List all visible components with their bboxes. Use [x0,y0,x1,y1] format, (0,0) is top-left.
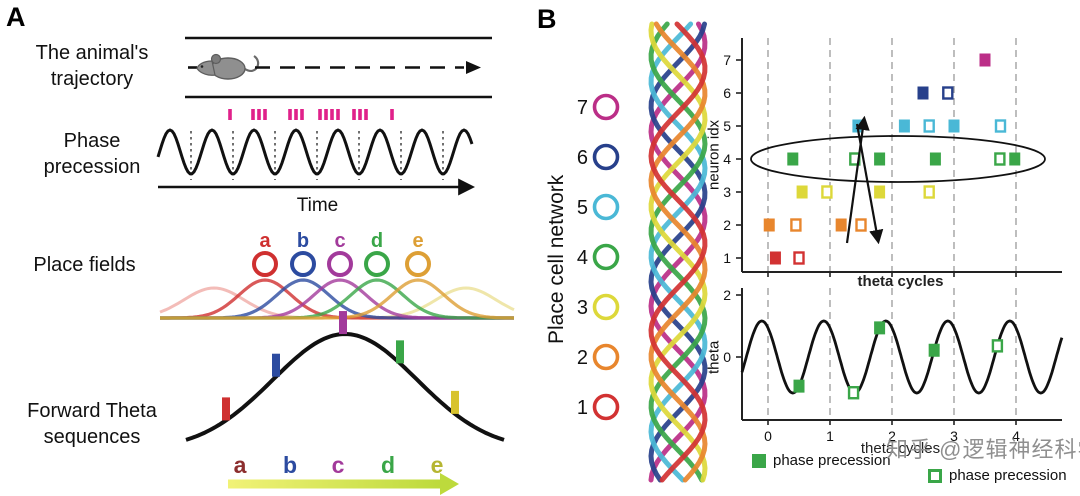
spike-marker-filled [1009,152,1021,166]
theta-axis-label: theta [705,340,723,375]
panel-a-graphics: a b c d e a b c d e [156,36,515,495]
legend-phase-precession-open: phase precession [928,467,1067,484]
panel-a-label: A [6,2,26,32]
legend-phase-precession-filled: phase precession [752,452,891,469]
svg-text:a: a [234,452,247,478]
neuron4-highlight-ellipse [750,135,1046,183]
forward-theta-label: Forward Theta sequences [27,400,157,448]
spike-marker-filled [948,119,960,133]
spike-marker-filled [917,86,929,100]
svg-text:7: 7 [723,52,731,68]
spike-marker-filled [769,251,781,265]
annotation-arrow-up [845,115,870,244]
forward-theta-graphic: a b c d e [185,311,505,495]
svg-text:c: c [334,230,345,252]
place-fields-graphic: a b c d e [159,230,515,320]
sequence-direction-arrow [228,479,440,489]
svg-text:e: e [412,230,423,252]
theta-wave-plot: 2 0 0 1 2 3 4 [723,287,1064,444]
svg-text:5: 5 [723,118,731,134]
watermark: 知乎 @逻辑神经科学 [886,437,1080,462]
spike-marker-open [855,218,867,232]
spike-marker-filled [979,53,991,67]
svg-text:b: b [283,452,297,478]
spike-marker-open [923,119,935,133]
svg-text:3: 3 [723,184,731,200]
svg-text:d: d [371,230,383,252]
svg-text:7: 7 [577,97,588,119]
spike-marker-filled [874,152,886,166]
theta-marker-filled [928,343,940,357]
filled-square-icon [752,453,766,468]
spike-marker-open [793,251,805,265]
open-square-icon [928,468,942,483]
phase-precession-label: Phase precession [43,130,141,178]
svg-text:e: e [431,452,444,478]
theta-marker-open [847,386,860,400]
svg-text:2: 2 [723,217,731,233]
spike-marker-filled [929,152,941,166]
phase-precession-graphic [156,109,476,196]
svg-text:4: 4 [723,151,731,167]
theta-marker-filled [874,321,886,335]
svg-text:d: d [381,452,395,478]
panel-b-label: B [537,4,557,34]
svg-text:6: 6 [723,85,731,101]
legend-label-filled: phase precession [773,452,891,469]
annotation-arrow-down [855,123,884,245]
spike-marker-filled [787,152,799,166]
svg-text:6: 6 [577,147,588,169]
svg-text:0: 0 [723,349,731,365]
svg-text:4: 4 [1012,428,1020,444]
svg-text:3: 3 [577,297,588,319]
svg-text:2: 2 [577,347,588,369]
svg-text:5: 5 [577,197,588,219]
spike-marker-open [923,185,935,199]
svg-text:4: 4 [577,247,588,269]
time-axis-label: Time [296,195,339,216]
trajectory-label: The animal's trajectory [35,42,149,90]
svg-text:0: 0 [764,428,772,444]
svg-text:b: b [297,230,309,252]
legend-label-open: phase precession [949,467,1067,484]
svg-text:2: 2 [723,287,731,303]
neuron-index-column: 7 6 5 4 3 2 1 [577,93,620,421]
svg-text:2: 2 [888,428,896,444]
panel-b-graphics: 7 6 5 4 3 2 1 1 2 3 4 5 6 7 2 0 0 1 2 3 4 [577,21,1064,483]
theta-marker-open [991,339,1004,353]
place-cell-network-label: Place cell network [545,174,568,344]
spike-marker-open [821,185,833,199]
svg-text:c: c [332,452,345,478]
spike-marker-open [994,119,1007,133]
svg-text:1: 1 [723,250,731,266]
theta-plot-xlabel: theta cycles [860,440,941,457]
theta-marker-filled [793,379,805,393]
place-cell-network-braid [648,21,708,483]
spike-marker-open [790,218,802,232]
svg-text:a: a [259,230,271,252]
spike-marker-filled [835,218,847,232]
place-fields-label: Place fields [33,254,136,276]
neuron-idx-axis-label: neuron idx [705,119,723,191]
rat-icon [196,53,260,80]
scatter-xlabel: theta cycles [857,273,944,290]
spike-marker-filled [898,119,910,133]
svg-text:1: 1 [577,397,588,419]
spike-marker-filled [874,185,886,199]
spike-marker-filled [796,185,808,199]
theta-sequence-scatter-plot: 1 2 3 4 5 6 7 [723,38,1062,277]
trajectory-graphic [185,36,492,99]
spike-marker-open [994,152,1006,166]
spike-marker-filled [763,218,775,232]
svg-text:1: 1 [826,428,834,444]
spike-marker-open [942,86,954,100]
svg-text:3: 3 [950,428,958,444]
